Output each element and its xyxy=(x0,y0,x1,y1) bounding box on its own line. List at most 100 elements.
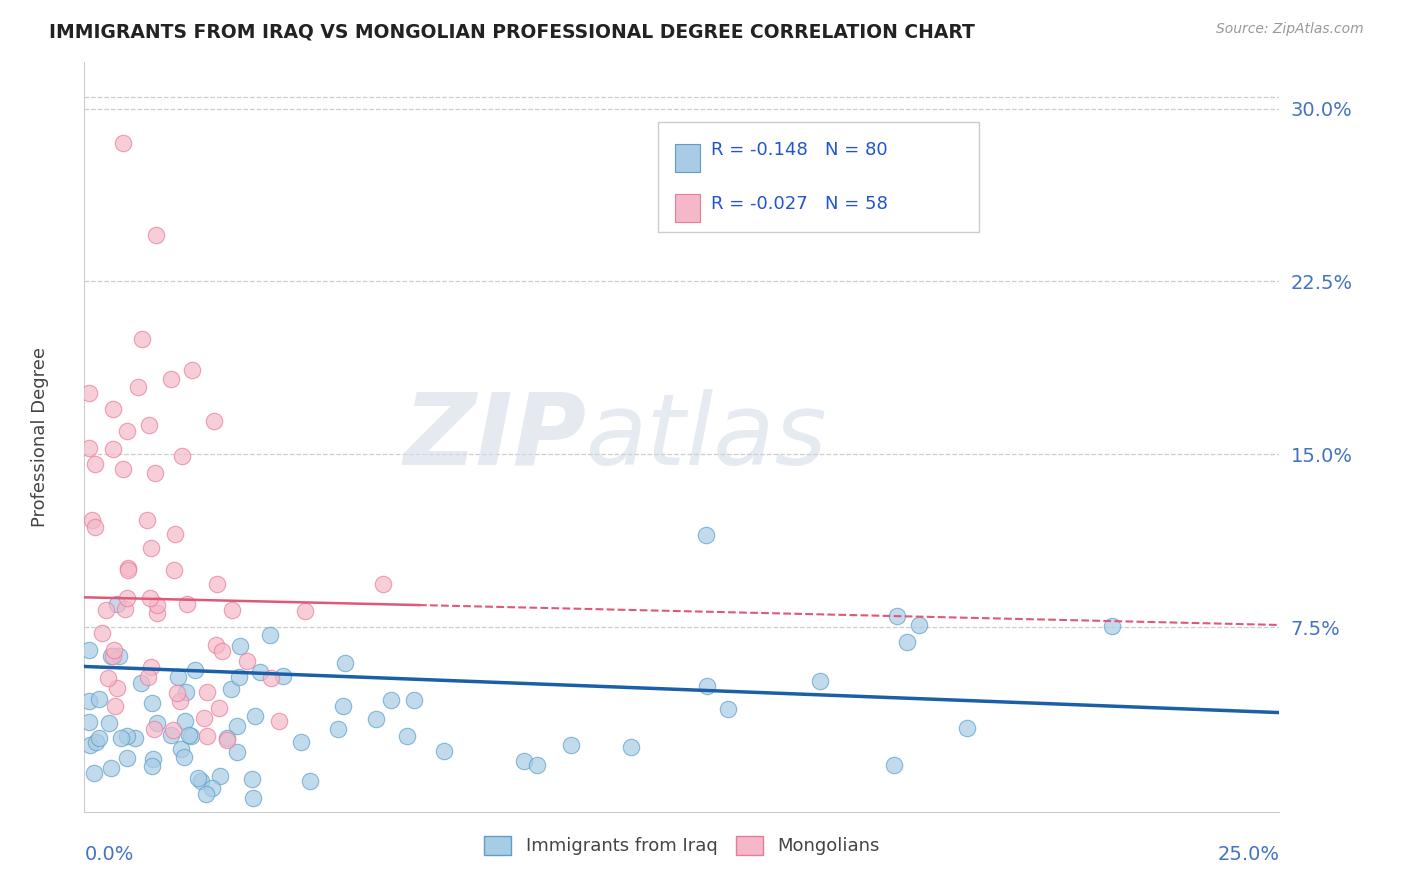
Point xyxy=(112,462,135,476)
Point xyxy=(1101,619,1123,633)
Point xyxy=(193,711,215,725)
Point xyxy=(886,608,908,623)
Text: R = -0.148   N = 80: R = -0.148 N = 80 xyxy=(711,141,887,159)
Text: 25.0%: 25.0% xyxy=(1218,846,1279,864)
Point xyxy=(169,694,191,708)
Point xyxy=(167,670,190,684)
Point xyxy=(141,696,163,710)
Point xyxy=(105,597,128,611)
Point xyxy=(259,628,281,642)
Point xyxy=(142,722,165,736)
Point xyxy=(249,665,271,680)
Point xyxy=(97,672,120,686)
Point xyxy=(100,649,122,664)
Point xyxy=(299,773,322,788)
Point xyxy=(101,648,124,663)
Point xyxy=(173,714,195,729)
Point xyxy=(225,718,247,732)
Point xyxy=(187,771,209,785)
Point xyxy=(404,693,426,707)
Point xyxy=(240,772,263,786)
Point xyxy=(163,526,186,541)
Point xyxy=(208,701,231,715)
Point xyxy=(84,520,107,534)
Point xyxy=(217,731,239,745)
Point xyxy=(173,750,195,764)
Point xyxy=(79,738,101,752)
Text: R = -0.027   N = 58: R = -0.027 N = 58 xyxy=(711,195,889,213)
Point xyxy=(526,758,548,772)
Point xyxy=(201,780,224,795)
Point xyxy=(177,728,200,742)
Point xyxy=(139,660,162,674)
Point xyxy=(142,752,165,766)
Point xyxy=(83,766,105,780)
Point xyxy=(77,694,100,708)
Point xyxy=(695,528,717,542)
Point xyxy=(90,625,112,640)
Point xyxy=(80,513,103,527)
Point xyxy=(166,686,188,700)
Point xyxy=(77,643,100,657)
Point xyxy=(84,457,107,471)
Point xyxy=(290,735,312,749)
Point xyxy=(107,648,129,663)
Point xyxy=(236,654,259,668)
Point xyxy=(138,591,160,606)
Point xyxy=(100,761,122,775)
Point xyxy=(101,401,124,416)
Point xyxy=(955,722,977,736)
Point xyxy=(77,714,100,729)
Point xyxy=(77,442,100,456)
Point xyxy=(141,541,163,555)
Point xyxy=(146,606,169,620)
Point xyxy=(228,670,250,684)
Point xyxy=(242,790,264,805)
Text: Professional Degree: Professional Degree xyxy=(31,347,48,527)
Text: 0.0%: 0.0% xyxy=(84,846,134,864)
Point xyxy=(115,425,138,439)
Point xyxy=(174,684,197,698)
Point xyxy=(184,664,207,678)
Point xyxy=(160,728,183,742)
Point xyxy=(620,740,643,755)
Point xyxy=(159,372,181,386)
Point xyxy=(77,386,100,401)
Point xyxy=(364,712,387,726)
Point xyxy=(117,561,139,575)
Point xyxy=(138,418,160,433)
Point xyxy=(170,741,193,756)
Point xyxy=(98,716,121,731)
Point xyxy=(260,671,283,685)
Point xyxy=(229,640,252,654)
Point xyxy=(146,715,169,730)
Point xyxy=(129,675,152,690)
Point xyxy=(717,702,740,716)
Point xyxy=(104,698,127,713)
Point xyxy=(145,228,167,243)
Point xyxy=(896,635,918,649)
Legend: Immigrants from Iraq, Mongolians: Immigrants from Iraq, Mongolians xyxy=(477,829,887,863)
Point xyxy=(143,467,166,481)
Point xyxy=(294,604,316,618)
Text: ZIP: ZIP xyxy=(404,389,586,485)
Point xyxy=(195,787,218,801)
Text: Source: ZipAtlas.com: Source: ZipAtlas.com xyxy=(1216,22,1364,37)
Point xyxy=(103,643,125,657)
Point xyxy=(96,603,118,617)
Point xyxy=(696,679,718,693)
Point xyxy=(808,674,831,689)
Point xyxy=(197,685,219,699)
Point xyxy=(115,750,138,764)
Point xyxy=(195,729,218,743)
Point xyxy=(141,759,163,773)
Point xyxy=(180,362,202,376)
Point xyxy=(110,731,132,745)
Point xyxy=(209,770,232,784)
Point xyxy=(380,692,402,706)
Point xyxy=(202,414,225,428)
Text: IMMIGRANTS FROM IRAQ VS MONGOLIAN PROFESSIONAL DEGREE CORRELATION CHART: IMMIGRANTS FROM IRAQ VS MONGOLIAN PROFES… xyxy=(49,22,976,41)
Point xyxy=(136,670,159,684)
Point xyxy=(217,732,239,747)
Point xyxy=(219,681,242,696)
